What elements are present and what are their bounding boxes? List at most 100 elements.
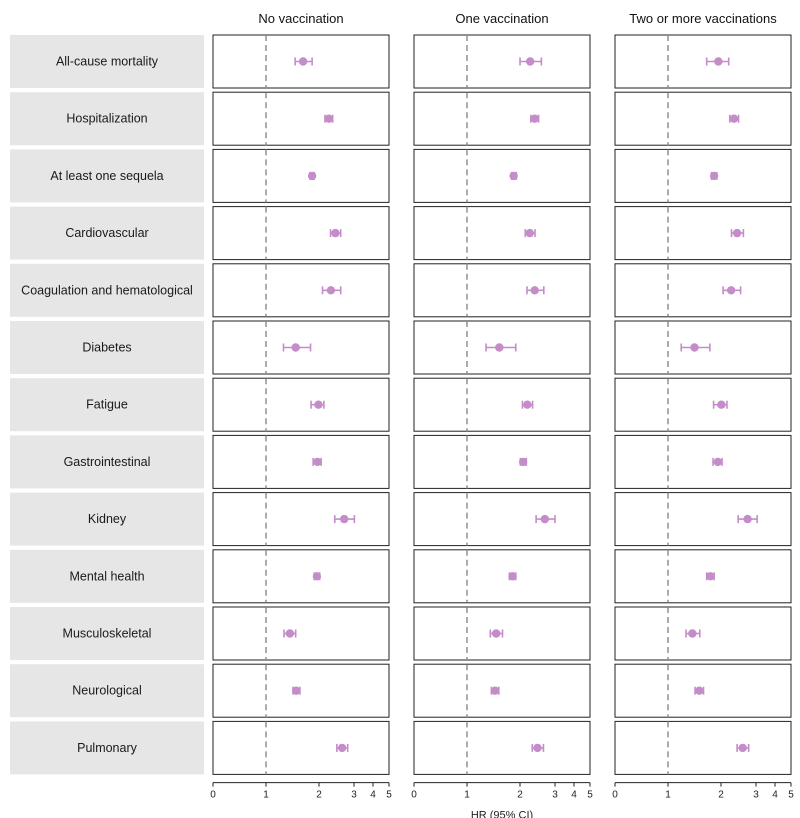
point-estimate [508, 572, 517, 581]
point-estimate [695, 686, 704, 695]
point-estimate [340, 514, 349, 524]
x-tick-label: 2 [517, 790, 523, 801]
panel-cell [614, 91, 792, 146]
panel-cell [614, 206, 792, 261]
x-tick-label: 3 [552, 790, 558, 801]
row-label: Gastrointestinal [64, 455, 151, 469]
point-estimate [530, 114, 539, 123]
point-estimate [523, 400, 532, 409]
point-estimate [530, 286, 539, 295]
row-label-bg [10, 492, 204, 546]
point-estimate [709, 171, 719, 181]
panel-cell [614, 434, 792, 489]
panel-cell [614, 606, 792, 661]
row-label-bg [10, 321, 204, 374]
x-tick-label: 3 [351, 790, 357, 801]
point-estimate [337, 743, 347, 753]
row-label-bg [10, 149, 204, 203]
row-label: Neurological [72, 684, 141, 698]
x-tick-label: 1 [464, 790, 470, 801]
point-estimate [732, 228, 742, 238]
point-estimate [331, 228, 340, 238]
panel-cell [212, 663, 390, 718]
point-estimate [491, 629, 501, 638]
point-estimate [292, 686, 301, 695]
row-label: Fatigue [86, 398, 128, 412]
panel-title: One vaccination [455, 11, 548, 26]
x-tick-label: 2 [316, 790, 322, 801]
x-tick-label: 0 [411, 790, 417, 801]
row-label-bg [10, 206, 204, 260]
point-estimate [298, 57, 308, 66]
point-estimate [312, 572, 322, 581]
panel-cell [212, 148, 390, 203]
point-estimate [285, 629, 295, 638]
point-estimate [706, 572, 715, 581]
point-estimate [690, 343, 699, 352]
panel-cell [212, 263, 390, 318]
x-tick-label: 0 [612, 790, 618, 801]
row-label: Diabetes [82, 341, 131, 355]
point-estimate [738, 743, 747, 753]
row-label-bg [10, 35, 204, 88]
panel-cell [614, 377, 792, 432]
row-label: Hospitalization [66, 112, 147, 126]
panel-cell [413, 663, 591, 718]
row-label: All-cause mortality [56, 55, 159, 69]
panel-cell [413, 263, 591, 318]
point-estimate [314, 400, 323, 409]
row-label: Musculoskeletal [63, 627, 152, 641]
point-estimate [525, 228, 534, 238]
panel-cell [413, 720, 591, 775]
panel: One vaccination 0 1 2 3 4 5 [411, 11, 593, 801]
row-label-bg [10, 378, 204, 432]
panel-cell [212, 377, 390, 432]
panel-cell [614, 263, 792, 318]
panel-cell [413, 34, 591, 89]
row-label: Coagulation and hematological [21, 283, 193, 297]
panel-cell [413, 549, 591, 604]
panel-cell [212, 91, 390, 146]
row-label-bg [10, 664, 204, 718]
panel-cell [614, 720, 792, 775]
point-estimate [291, 343, 300, 352]
panel-cell [413, 377, 591, 432]
panel-cell [413, 206, 591, 261]
x-tick-label: 0 [210, 790, 216, 801]
x-tick-label: 4 [571, 790, 577, 801]
point-estimate [495, 343, 504, 352]
point-estimate [743, 514, 752, 524]
point-estimate [714, 57, 723, 66]
x-tick-label: 3 [753, 790, 759, 801]
point-estimate [307, 171, 317, 181]
point-estimate [509, 171, 518, 181]
panel-cell [212, 606, 390, 661]
row-label-bg [10, 435, 204, 489]
panel: Two or more vaccinations 0 1 2 3 4 5 [612, 11, 794, 801]
point-estimate [490, 686, 500, 695]
panel-title: No vaccination [258, 11, 343, 26]
x-tick-label: 1 [665, 790, 671, 801]
panel-cell [212, 434, 390, 489]
point-estimate [326, 286, 336, 295]
row-label-bg [10, 607, 204, 660]
x-tick-label: 5 [587, 790, 593, 801]
x-tick-label: 1 [263, 790, 269, 801]
point-estimate [688, 629, 697, 638]
row-label: Pulmonary [77, 741, 137, 755]
row-label-bg [10, 549, 204, 603]
point-estimate [313, 457, 322, 467]
row-label: Cardiovascular [65, 226, 148, 240]
x-tick-label: 5 [386, 790, 392, 801]
row-labels: All-cause mortality Hospitalization At lea… [10, 35, 204, 775]
panel: No vaccination 0 1 2 3 4 5 [210, 11, 392, 801]
panel-cell [413, 492, 591, 547]
row-label: Kidney [88, 512, 127, 526]
x-axis-label: HR (95% CI) [471, 810, 533, 818]
panel-cell [212, 206, 390, 261]
point-estimate [324, 114, 333, 123]
row-label-bg [10, 721, 204, 775]
panel-cell [212, 549, 390, 604]
